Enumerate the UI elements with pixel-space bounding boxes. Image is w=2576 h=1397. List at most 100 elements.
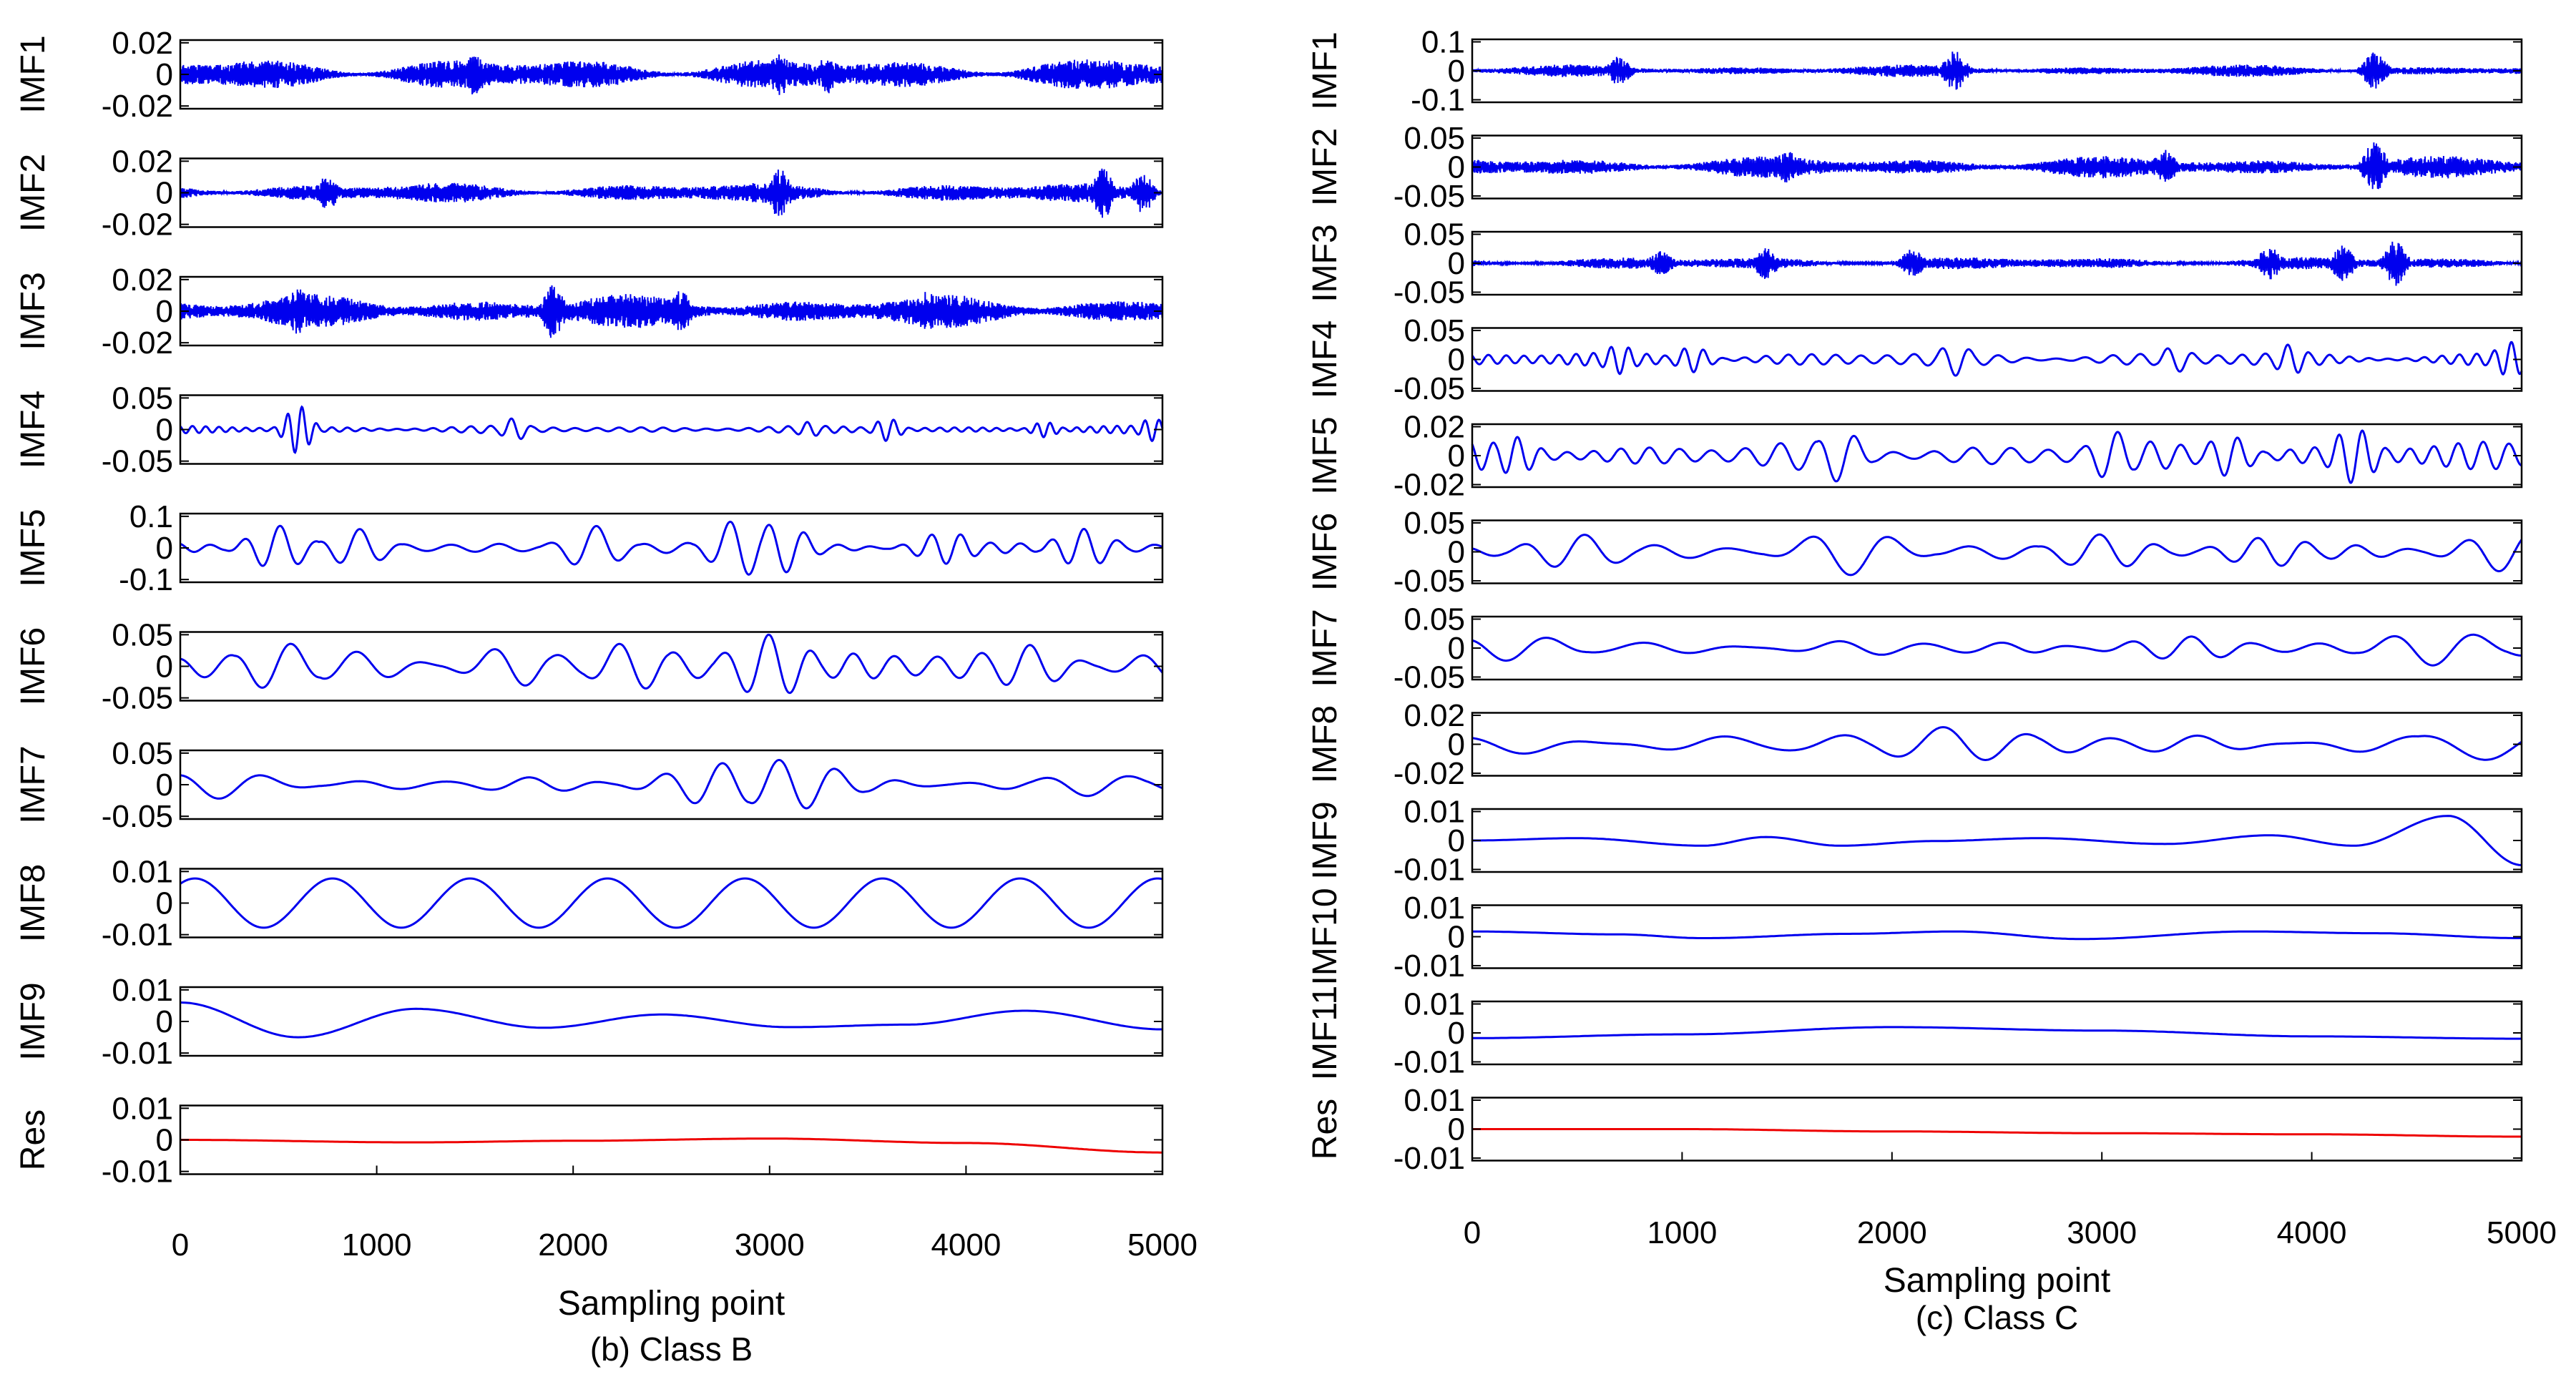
y-tick-label: -0.01 — [1394, 852, 1465, 887]
series-line-imf1 — [1471, 52, 2522, 90]
y-tick-label: 0 — [1448, 1112, 1465, 1147]
panel-res: 0.010-0.01 Res — [1306, 1083, 2523, 1176]
y-tick-label: -0.01 — [1394, 1141, 1465, 1176]
panel-imf5: 0.10-0.1 IMF5 — [14, 499, 1164, 597]
y-tick-label: 0 — [156, 413, 173, 448]
y-tick-label: 0.05 — [1404, 506, 1465, 541]
y-tick-label: 0.02 — [112, 263, 173, 298]
x-tick-label: 2000 — [538, 1227, 608, 1263]
panel-label-imf6: IMF6 — [14, 627, 52, 705]
axes-box — [1471, 519, 2523, 584]
x-tick-label: 5000 — [1127, 1227, 1198, 1263]
panel-label-imf4: IMF4 — [1306, 320, 1344, 398]
x-axis-label: Sampling point — [1884, 1262, 2111, 1300]
y-tick-label: -0.02 — [1394, 756, 1465, 791]
y-tick-label: -0.01 — [102, 918, 173, 953]
panel-imf4: 0.050-0.05 IMF4 — [1306, 313, 2523, 406]
panel-label-imf9: IMF9 — [14, 982, 52, 1060]
y-tick-label: -0.05 — [1394, 179, 1465, 214]
panel-label-res: Res — [14, 1109, 52, 1170]
axes-box — [179, 631, 1164, 702]
x-tick-label: 3000 — [2067, 1215, 2137, 1250]
chart-class-c: 0.10-0.1IMF10.050-0.05IMF20.050-0.05IMF3… — [1306, 25, 2557, 1336]
series-line-imf10 — [1472, 930, 2522, 941]
y-tick-label: 0 — [156, 531, 173, 566]
axes-box — [1471, 1000, 2523, 1066]
series-line-imf7 — [1471, 633, 2522, 667]
y-tick-label: -0.01 — [102, 1155, 173, 1190]
y-tick-label: 0 — [156, 57, 173, 92]
panel-label-imf3: IMF3 — [1306, 224, 1344, 302]
panel-label-imf11: IMF11 — [1306, 986, 1344, 1080]
series-line-res — [180, 1137, 1162, 1154]
y-tick-label: 0.01 — [112, 973, 173, 1008]
panel-imf1: 0.020-0.02 IMF1 — [14, 26, 1164, 124]
series-line-imf9 — [1472, 815, 2522, 866]
y-tick-label: 0 — [156, 650, 173, 685]
panel-label-imf4: IMF4 — [14, 391, 52, 469]
panel-label-imf1: IMF1 — [14, 35, 52, 113]
x-tick-label: 5000 — [2487, 1215, 2557, 1250]
y-tick-label: 0.05 — [112, 617, 173, 652]
panel-imf7: 0.050-0.05 IMF7 — [14, 736, 1164, 834]
y-tick-label: 0.02 — [112, 26, 173, 61]
y-tick-label: 0 — [1448, 343, 1465, 378]
series-line-imf2 — [1471, 142, 2522, 190]
panel-imf9: 0.010-0.01 IMF9 — [14, 973, 1164, 1071]
x-tick-label: 0 — [172, 1227, 189, 1263]
y-tick-label: 0.05 — [1404, 217, 1465, 253]
y-tick-label: -0.01 — [1394, 1044, 1465, 1079]
y-tick-label: 0.05 — [112, 381, 173, 416]
series-line-imf2 — [180, 168, 1163, 218]
y-tick-label: -0.05 — [102, 444, 173, 479]
x-tick-label: 4000 — [931, 1227, 1001, 1263]
x-tick-label: 2000 — [1857, 1215, 1927, 1250]
panel-label-imf5: IMF5 — [14, 509, 52, 587]
series-line-imf1 — [180, 54, 1163, 95]
y-tick-label: 0.1 — [129, 499, 173, 534]
panel-res: 0.010-0.01 Res — [14, 1091, 1164, 1190]
panel-label-imf7: IMF7 — [1306, 609, 1344, 687]
y-tick-label: 0 — [156, 768, 173, 803]
x-tick-label: 3000 — [735, 1227, 805, 1263]
y-tick-label: -0.05 — [1394, 660, 1465, 695]
y-tick-label: 0.01 — [112, 854, 173, 889]
y-tick-label: 0.01 — [112, 1091, 173, 1126]
panel-label-imf1: IMF1 — [1306, 31, 1344, 109]
panel-imf11: 0.010-0.01 IMF11 — [1306, 986, 2523, 1080]
y-tick-label: 0.05 — [1404, 602, 1465, 637]
figure-caption: (c) Class C — [1916, 1299, 2078, 1336]
y-tick-label: -0.1 — [1411, 82, 1465, 117]
y-tick-label: 0.02 — [1404, 410, 1465, 445]
panel-label-imf7: IMF7 — [14, 745, 52, 823]
series-line-imf8 — [180, 877, 1163, 929]
y-tick-label: 0.01 — [1404, 891, 1465, 926]
panel-imf10: 0.010-0.01 IMF10 — [1306, 888, 2523, 986]
series-line-imf8 — [1471, 726, 2522, 761]
y-tick-label: 0 — [1448, 246, 1465, 281]
x-tick-label: 0 — [1464, 1215, 1481, 1250]
series-line-imf3 — [180, 285, 1163, 338]
panel-label-imf3: IMF3 — [14, 272, 52, 350]
y-tick-label: -0.02 — [102, 207, 173, 242]
x-tick-label: 1000 — [1647, 1215, 1717, 1250]
panel-label-res: Res — [1306, 1099, 1344, 1160]
y-tick-label: 0.02 — [112, 144, 173, 179]
y-tick-label: 0 — [1448, 1016, 1465, 1051]
series-line-res — [1472, 1128, 2522, 1138]
panel-imf4: 0.050-0.05 IMF4 — [14, 381, 1164, 479]
y-tick-label: 0 — [156, 886, 173, 921]
x-tick-label: 4000 — [2277, 1215, 2347, 1250]
panel-imf7: 0.050-0.05 IMF7 — [1306, 602, 2523, 695]
panel-imf8: 0.010-0.01 IMF8 — [14, 854, 1164, 953]
panel-imf3: 0.020-0.02 IMF3 — [14, 263, 1164, 361]
panel-label-imf2: IMF2 — [1306, 128, 1344, 206]
panel-imf2: 0.020-0.02 IMF2 — [14, 144, 1164, 242]
series-line-imf11 — [1472, 1026, 2522, 1040]
series-line-imf5 — [1471, 429, 2522, 484]
y-tick-label: 0 — [1448, 823, 1465, 858]
axes-box — [1471, 904, 2523, 969]
y-tick-label: 0.1 — [1421, 25, 1465, 60]
x-tick-label: 1000 — [342, 1227, 412, 1263]
